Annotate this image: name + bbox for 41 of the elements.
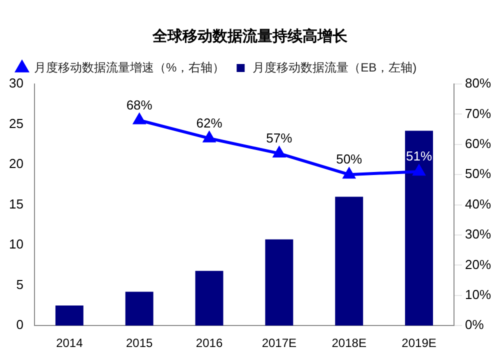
point xyxy=(203,132,216,142)
data-label: 51% xyxy=(406,148,432,164)
data-label: 62% xyxy=(196,115,223,130)
chart-title: 全球移动数据流量持续高增长 xyxy=(152,26,348,45)
point xyxy=(134,114,146,124)
y2-tick-label: 0% xyxy=(464,317,484,332)
y2-tick-label: 40% xyxy=(464,196,492,212)
y-tick-label: 30 xyxy=(8,76,24,91)
bar xyxy=(265,239,294,326)
bar xyxy=(125,292,154,326)
x-tick-label: 2019E xyxy=(402,336,436,350)
y2-tick-label: 30% xyxy=(464,226,492,242)
point xyxy=(343,168,355,179)
x-tick-label: 2016 xyxy=(196,336,223,350)
y2-tick-label: 60% xyxy=(464,136,492,151)
y2-tick-label: 50% xyxy=(464,166,492,182)
x-tick-label: 2018E xyxy=(332,336,366,350)
x-tick-label: 2014 xyxy=(56,336,84,350)
bar xyxy=(55,305,84,326)
x-tick-label: 2017E xyxy=(262,336,297,350)
legend-label: 月度移动数据流量增速（%，右轴） xyxy=(34,60,225,74)
y-tick-label: 15 xyxy=(8,196,24,212)
y2-tick-label: 80% xyxy=(464,76,492,91)
y2-tick-label: 70% xyxy=(464,106,492,121)
point xyxy=(273,146,286,158)
y-tick-label: 5 xyxy=(16,276,24,292)
y-tick-label: 20 xyxy=(8,156,24,172)
y-tick-label: 0 xyxy=(16,317,24,332)
data-label: 50% xyxy=(336,152,363,167)
legend-label: 月度移动数据流量（EB，左轴) xyxy=(252,60,417,74)
point xyxy=(413,165,425,176)
data-label: 57% xyxy=(266,130,293,146)
data-label: 68% xyxy=(126,97,153,112)
bar xyxy=(335,196,364,326)
y2-tick-label: 10% xyxy=(464,286,492,302)
y-tick-label: 10 xyxy=(8,236,24,252)
x-tick-label: 2015 xyxy=(126,336,154,350)
bar xyxy=(195,270,224,326)
y-tick-label: 25 xyxy=(8,116,24,131)
bar xyxy=(405,130,434,326)
y2-tick-label: 20% xyxy=(464,256,492,272)
